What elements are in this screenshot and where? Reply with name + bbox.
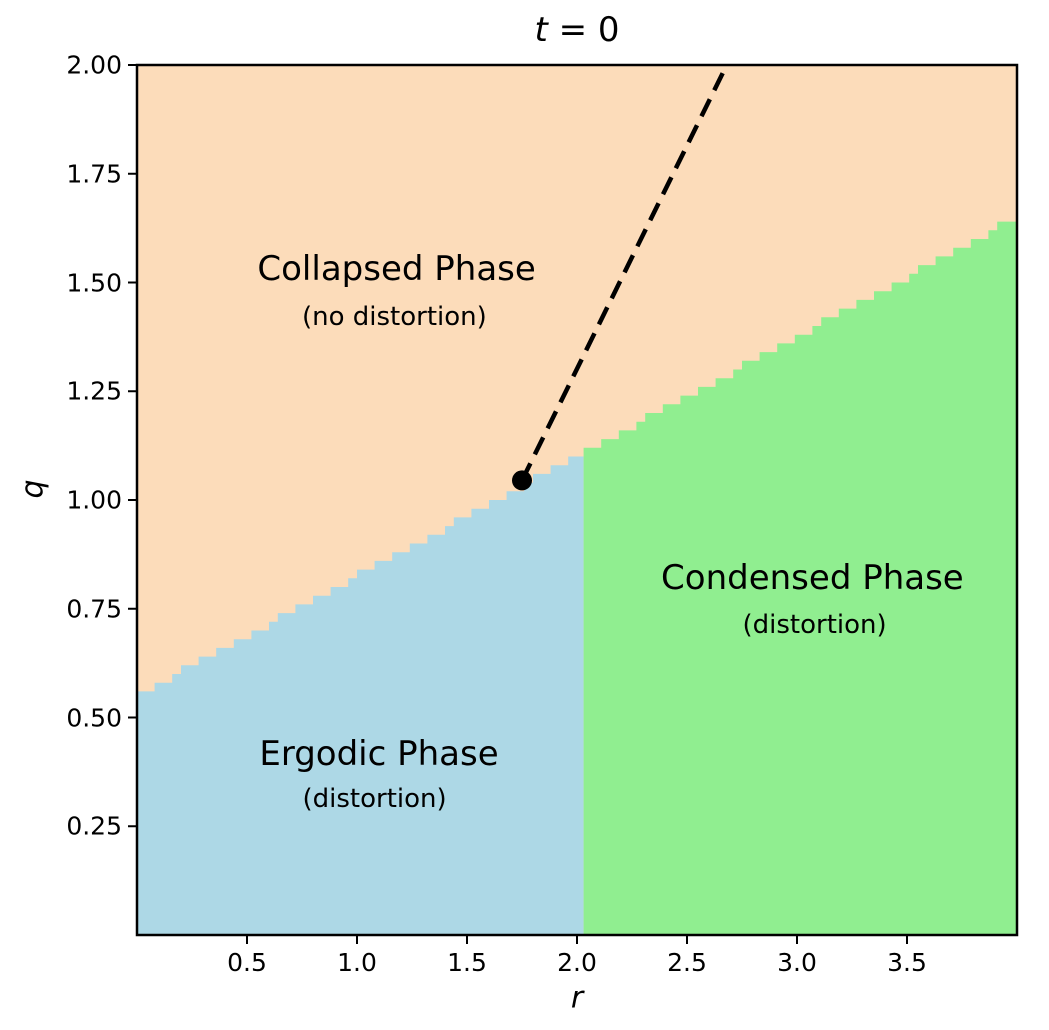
title-equation: = 0	[547, 10, 620, 50]
region-sublabel-collapsed: (no distortion)	[301, 302, 487, 333]
plot-area	[137, 65, 1017, 935]
region-label-condensed: Condensed Phase	[661, 557, 964, 598]
x-tick-label: 3.5	[887, 948, 927, 977]
y-tick-label: 0.25	[66, 811, 122, 841]
axes-frame	[135, 63, 1019, 937]
figure-title: t = 0	[534, 10, 619, 50]
x-tick-label: 1.0	[337, 948, 377, 977]
x-tick-label: 0.5	[227, 948, 267, 977]
y-tick-label: 1.00	[66, 485, 122, 515]
critical-point-marker	[512, 470, 532, 491]
region-sublabel-condensed: (distortion)	[742, 609, 887, 640]
x-tick-label: 2.0	[557, 948, 597, 977]
region-condensed	[583, 221, 1017, 935]
y-tick-label: 1.50	[66, 268, 122, 297]
y-tick-label: 1.75	[66, 159, 122, 189]
y-tick-label: 0.50	[66, 703, 122, 732]
critical-trajectory-dashed-line	[519, 65, 730, 482]
x-tick-label: 2.5	[667, 948, 707, 977]
y-tick-label: 0.75	[66, 594, 122, 624]
region-label-collapsed: Collapsed Phase	[257, 249, 536, 290]
x-axis-label: r	[570, 980, 584, 1016]
x-tick-label: 3.0	[777, 948, 817, 977]
title-variable: t	[534, 10, 548, 50]
y-axis-label: q	[15, 479, 51, 499]
x-tick-label: 1.5	[447, 948, 487, 977]
y-tick-label: 1.25	[66, 376, 122, 406]
region-label-ergodic: Ergodic Phase	[259, 733, 499, 774]
region-sublabel-ergodic: (distortion)	[302, 783, 447, 814]
y-tick-label: 2.00	[66, 50, 122, 80]
region-ergodic	[137, 456, 584, 935]
